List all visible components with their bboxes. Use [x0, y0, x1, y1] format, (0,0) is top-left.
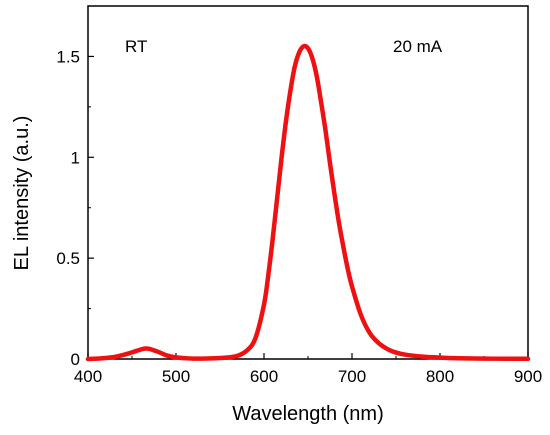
el-spectrum-line [85, 43, 531, 362]
x-tick-label: 900 [514, 367, 542, 386]
x-axis-ticks: 400 500 600 700 800 900 [74, 353, 542, 386]
y-tick-label: 0 [71, 350, 80, 369]
y-tick-label: 1 [71, 148, 80, 167]
x-tick-label: 600 [250, 367, 278, 386]
x-tick-label: 800 [426, 367, 454, 386]
y-axis-title: EL intensity (a.u.) [11, 116, 33, 271]
annotation-rt: RT [125, 37, 147, 56]
x-tick-label: 400 [74, 367, 102, 386]
plot-frame [87, 5, 529, 360]
plot-area: 400 500 600 700 800 900 0 0.5 1 1.5 [56, 5, 542, 386]
y-tick-label: 1.5 [56, 47, 80, 66]
x-tick-label: 500 [162, 367, 190, 386]
x-tick-label: 700 [338, 367, 366, 386]
y-axis-ticks: 0 0.5 1 1.5 [56, 47, 94, 369]
x-axis-title: Wavelength (nm) [232, 403, 384, 425]
series-layer [85, 43, 531, 362]
annotation-current: 20 mA [393, 37, 443, 56]
y-tick-label: 0.5 [56, 249, 80, 268]
